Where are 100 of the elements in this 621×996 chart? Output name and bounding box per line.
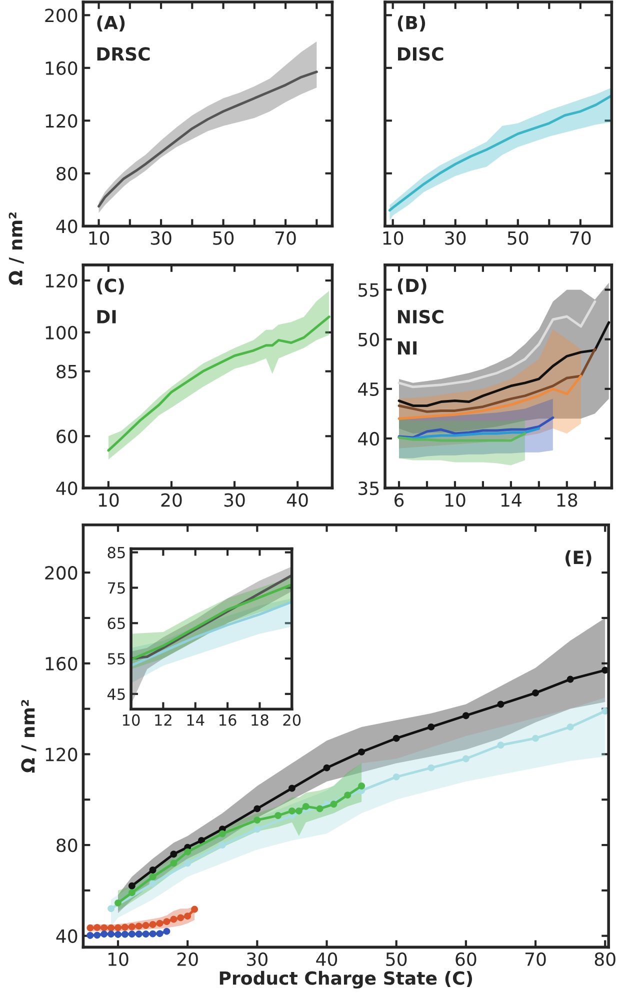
x-tick-label: 14 [501,493,522,507]
point [191,906,198,913]
x-tick-label: 10 [108,952,128,966]
x-tick-label: 20 [161,493,182,507]
point [566,723,574,730]
point [149,930,156,938]
point [177,914,184,922]
point [462,712,470,720]
point [254,816,261,824]
point [142,922,150,929]
point [86,924,94,932]
point [170,850,178,858]
y-tick-label: 40 [358,432,379,446]
x-tick-label: 10 [98,493,119,507]
point [114,931,122,938]
x-tick-label: 50 [386,952,407,966]
annotation: (C) [97,278,124,294]
point [156,920,164,927]
y-tick-label: 40 [56,482,78,496]
point [302,802,310,810]
y-tick-label: 200 [45,8,78,22]
x-tick-label: 6 [394,493,404,507]
line-series [398,300,596,388]
point [218,842,226,848]
y-tick-label: 80 [56,166,78,180]
x-tick-label: 70 [526,952,546,966]
x-tick-label: 60 [456,952,476,966]
point [128,882,136,890]
y-axis-title: Ω / nm² [21,700,36,773]
point [128,930,136,938]
y-tick-label: 120 [46,748,78,762]
point [532,734,539,742]
point [149,866,156,874]
point [149,921,156,928]
x-tick-label: 80 [594,952,616,966]
line-series [398,432,526,442]
y-tick-label: 60 [56,430,78,444]
point [344,792,352,799]
point [170,860,178,867]
x-tick-label: 30 [445,231,466,245]
y-tick-label: 85 [108,546,125,558]
x-axis-title: Product Charge State (C) [220,970,472,989]
point [170,916,178,923]
point [497,700,504,708]
annotation: NI [398,341,417,355]
x-tick-label: 30 [247,952,268,966]
annotation: DISC [398,47,444,61]
annotation: (A) [97,15,125,32]
line-series [398,416,554,439]
point [100,924,108,932]
annotation: (E) [566,550,592,566]
x-tick-label: 30 [150,231,172,245]
x-tick-label: 30 [224,493,245,507]
x-tick-label: 40 [316,952,338,966]
y-tick-label: 120 [46,274,78,288]
point [108,924,115,932]
point [254,826,261,833]
x-tick-label: 20 [283,714,301,726]
y-tick-label: 45 [358,382,379,396]
point [121,930,128,938]
point [288,784,296,792]
y-tick-label: 50 [358,332,379,346]
annotation: NISC [398,310,444,324]
point [392,773,400,780]
point [163,918,170,926]
annotation: (B) [398,15,426,32]
point [121,924,128,931]
point [184,848,192,856]
point [358,748,366,756]
y-tick-label: 75 [108,582,125,594]
point [114,924,122,932]
line-series [398,374,582,420]
point [149,873,156,880]
x-tick-label: 70 [570,231,591,245]
point [428,764,435,772]
point [184,912,192,920]
point [392,734,400,742]
x-tick-label: 10 [122,714,140,726]
point [497,742,504,749]
y-tick-label: 85 [56,364,77,378]
point [128,889,136,896]
y-tick-label: 40 [56,220,78,234]
x-tick-label: 18 [252,714,268,726]
x-tick-label: 50 [508,231,528,245]
point [128,923,136,930]
y-tick-label: 45 [107,688,125,700]
y-tick-label: 160 [46,656,78,671]
point [218,830,226,838]
y-tick-label: 80 [56,838,78,852]
y-tick-label: 100 [46,326,78,340]
x-tick-label: 40 [286,493,308,507]
point [274,812,282,819]
y-tick-label: 55 [108,653,125,665]
point [316,805,324,812]
point [330,800,338,808]
y-tick-label: 120 [46,114,78,128]
y-tick-label: 55 [358,283,379,297]
y-tick-label: 200 [45,566,78,580]
y-tick-label: 65 [108,618,125,630]
point [295,807,302,814]
